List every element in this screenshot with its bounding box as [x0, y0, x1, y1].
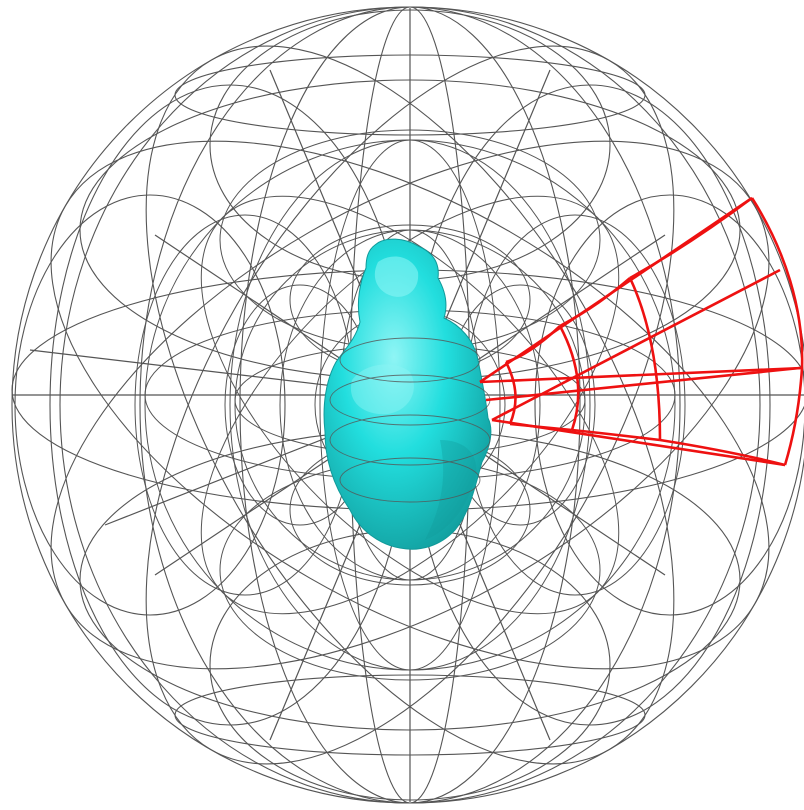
middle-meridian: [200, 195, 620, 615]
sector-cross-arc: [559, 277, 631, 328]
sector-arc-3: [628, 277, 662, 441]
outer-meridian: [50, 140, 770, 670]
right-lobe: [534, 194, 804, 616]
outer-meridian: [59, 6, 761, 804]
outer-meridian: [50, 140, 770, 670]
sector-arc-2: [558, 325, 580, 431]
blob-overlay-ring: [339, 457, 481, 503]
outer-meridian: [145, 45, 675, 765]
outer-meridian: [145, 45, 675, 765]
sector-cross-arc: [659, 438, 786, 467]
sector-cross-arc: [571, 428, 661, 442]
sector-cross-arc: [629, 196, 753, 280]
sector-arc-4: [750, 197, 804, 466]
highlighted-sector: [479, 196, 804, 467]
sector-edge: [485, 366, 801, 402]
sector-cross-arc: [505, 325, 561, 364]
blob-shadow: [425, 440, 477, 540]
blob-highlight: [374, 256, 419, 297]
cyan-blob: [323, 238, 492, 550]
blob-overlay-ring: [329, 414, 491, 466]
blob-surface: [323, 238, 492, 550]
blob-overlay-ring: [339, 337, 481, 383]
sector-arc-1: [504, 361, 517, 425]
sector-cross-arc: [509, 422, 573, 432]
left-lobe: [14, 194, 286, 616]
middle-meridian: [200, 195, 620, 615]
sector-edge: [479, 366, 803, 384]
